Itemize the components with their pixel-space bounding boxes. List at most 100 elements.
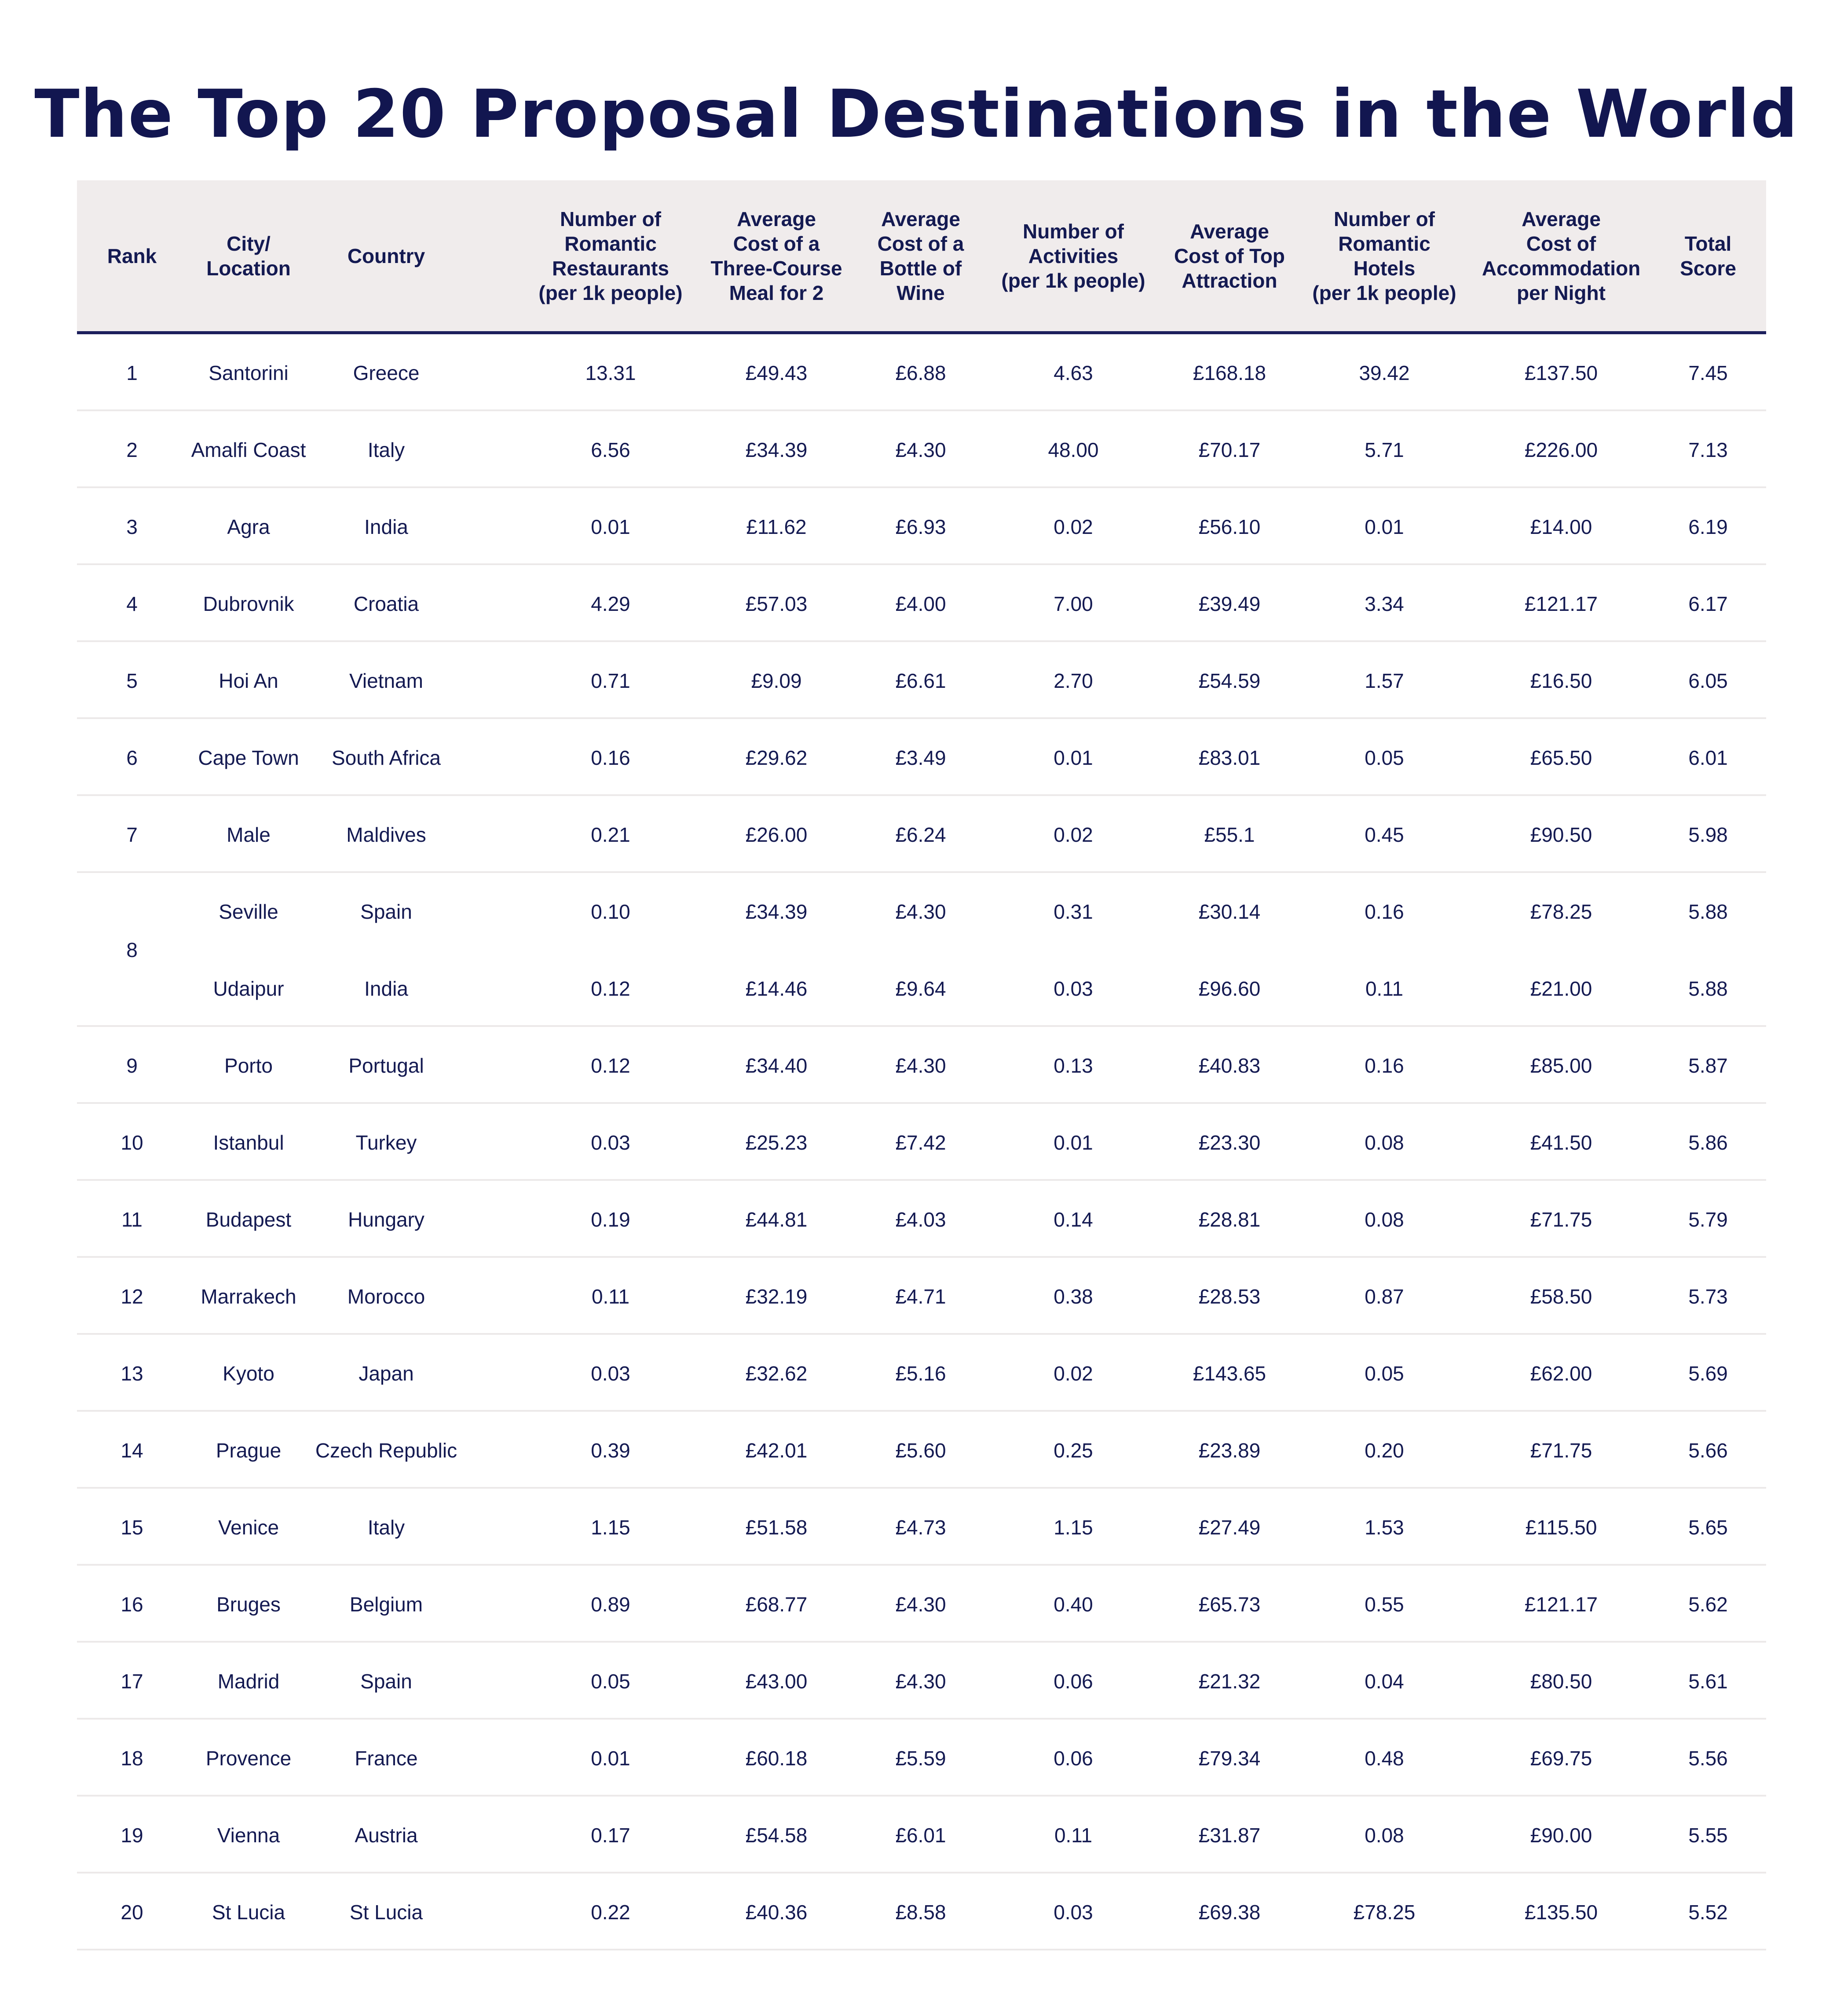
- cell-activities: 0.01: [1054, 1131, 1093, 1154]
- cell-wine-cost: £7.42: [895, 1131, 946, 1154]
- cell-city: Cape Town: [198, 746, 299, 769]
- cell-activities: 48.00: [1048, 438, 1099, 461]
- cell-romantic-hotels: 0.11: [1365, 977, 1404, 1000]
- header-col-rank: Rank: [107, 244, 157, 267]
- cell-total-score: 5.86: [1688, 1131, 1728, 1154]
- cell-wine-cost: £4.30: [895, 438, 946, 461]
- cell-meal-cost: £42.01: [745, 1439, 808, 1462]
- cell-total-score: 5.65: [1688, 1516, 1728, 1539]
- header-col-accommodation-cost: Average Cost of Accommodation per Night: [1482, 207, 1641, 304]
- cell-romantic-restaurants: 6.56: [591, 438, 630, 461]
- cell-attraction-cost: £27.49: [1198, 1516, 1261, 1539]
- cell-accommodation-cost: £62.00: [1530, 1362, 1592, 1385]
- cell-romantic-restaurants: 13.31: [585, 361, 636, 384]
- table-row: 12 Marrakech Morocco 0.11 £32.19 £4.71 0.38 £28…: [77, 1258, 1766, 1335]
- cell-accommodation-cost: £65.50: [1530, 746, 1592, 769]
- cell-rank: 15: [121, 1516, 143, 1539]
- cell-romantic-hotels: 39.42: [1359, 361, 1410, 384]
- cell-romantic-hotels: 0.16: [1365, 900, 1404, 923]
- cell-rank: 14: [121, 1439, 143, 1462]
- table-row: 6 Cape Town South Africa 0.16 £29.62 £3.49 0.0…: [77, 719, 1766, 796]
- cell-wine-cost: £8.58: [895, 1900, 946, 1924]
- cell-city: Venice: [218, 1516, 279, 1539]
- cell-romantic-restaurants: 0.05: [591, 1669, 630, 1693]
- cell-city: Marrakech: [201, 1285, 296, 1308]
- cell-meal-cost: £49.43: [745, 361, 808, 384]
- cell-wine-cost: £6.01: [895, 1823, 946, 1847]
- cell-romantic-restaurants: 0.03: [591, 1362, 630, 1385]
- cell-city: Hoi An: [219, 669, 278, 692]
- cell-wine-cost: £5.16: [895, 1362, 946, 1385]
- cell-total-score: 5.79: [1688, 1208, 1728, 1231]
- cell-activities: 0.14: [1054, 1208, 1093, 1231]
- cell-rank: 4: [126, 592, 138, 615]
- table-row: 9 Porto Portugal 0.12 £34.40 £4.30 0.13 £40.83 0…: [77, 1027, 1766, 1104]
- cell-accommodation-cost: £85.00: [1530, 1054, 1592, 1077]
- cell-rank: 16: [121, 1592, 143, 1616]
- cell-total-score: 5.73: [1688, 1285, 1728, 1308]
- cell-activities: 1.15: [1054, 1516, 1093, 1539]
- cell-accommodation-cost: £78.25: [1530, 900, 1592, 923]
- cell-meal-cost: £68.77: [745, 1592, 808, 1616]
- cell-total-score: 5.88: [1688, 900, 1728, 923]
- cell-activities: 0.03: [1054, 1900, 1093, 1924]
- cell-country: Maldives: [346, 823, 426, 846]
- cell-country: Hungary: [348, 1208, 424, 1231]
- table-header: Rank City/ Location Country Number of Roman…: [77, 180, 1766, 334]
- cell-romantic-hotels: 3.34: [1365, 592, 1404, 615]
- cell-total-score: 5.66: [1688, 1439, 1728, 1462]
- cell-romantic-restaurants: 0.11: [591, 1285, 630, 1308]
- cell-total-score: 5.56: [1688, 1746, 1728, 1770]
- cell-accommodation-cost: £115.50: [1525, 1516, 1597, 1539]
- cell-total-score: 5.88: [1688, 977, 1728, 1000]
- cell-rank: 17: [121, 1669, 143, 1693]
- cell-meal-cost: £25.23: [745, 1131, 808, 1154]
- cell-romantic-hotels: 0.87: [1365, 1285, 1404, 1308]
- cell-meal-cost: £44.81: [745, 1208, 808, 1231]
- cell-romantic-restaurants: 0.12: [591, 977, 630, 1000]
- cell-attraction-cost: £21.32: [1198, 1669, 1261, 1693]
- cell-city: Budapest: [205, 1208, 292, 1231]
- cell-attraction-cost: £28.53: [1198, 1285, 1261, 1308]
- cell-romantic-restaurants: 0.17: [591, 1823, 630, 1847]
- table-row: 18 Provence France 0.01 £60.18 £5.59 0.06 £79.3…: [77, 1720, 1766, 1797]
- cell-romantic-hotels: 0.05: [1365, 746, 1404, 769]
- cell-activities: 0.06: [1054, 1746, 1093, 1770]
- cell-country: Austria: [355, 1823, 418, 1847]
- cell-accommodation-cost: £41.50: [1530, 1131, 1592, 1154]
- cell-wine-cost: £5.59: [895, 1746, 946, 1770]
- cell-romantic-hotels: £78.25: [1353, 1900, 1416, 1924]
- cell-romantic-hotels: 0.16: [1365, 1054, 1404, 1077]
- cell-attraction-cost: £83.01: [1198, 746, 1261, 769]
- cell-attraction-cost: £54.59: [1198, 669, 1261, 692]
- header-col-attraction-cost: Average Cost of Top Attraction: [1174, 219, 1285, 292]
- cell-total-score: 6.05: [1688, 669, 1728, 692]
- cell-romantic-hotels: 0.08: [1365, 1131, 1404, 1154]
- cell-rank: 13: [121, 1362, 143, 1385]
- cell-city: Santorini: [209, 361, 289, 384]
- cell-activities: 0.02: [1054, 823, 1093, 846]
- cell-rank: 8: [126, 939, 138, 961]
- cell-rank: 7: [126, 823, 138, 846]
- cell-meal-cost: £34.39: [745, 900, 808, 923]
- cell-city: Prague: [216, 1439, 282, 1462]
- cell-attraction-cost: £96.60: [1198, 977, 1261, 1000]
- cell-activities: 2.70: [1054, 669, 1093, 692]
- cell-city: Kyoto: [223, 1362, 274, 1385]
- cell-city: Madrid: [217, 1669, 280, 1693]
- cell-accommodation-cost: £121.17: [1524, 1592, 1598, 1616]
- cell-attraction-cost: £39.49: [1198, 592, 1261, 615]
- cell-romantic-restaurants: 0.21: [591, 823, 630, 846]
- cell-romantic-restaurants: 0.10: [591, 900, 630, 923]
- cell-activities: 0.40: [1054, 1592, 1093, 1616]
- cell-rank: 12: [121, 1285, 143, 1308]
- cell-activities: 0.31: [1054, 900, 1093, 923]
- cell-romantic-restaurants: 0.39: [591, 1439, 630, 1462]
- table-row: 1 Santorini Greece 13.31 £49.43 £6.88 4.63 £168…: [77, 334, 1766, 411]
- cell-meal-cost: £32.62: [745, 1362, 808, 1385]
- cell-accommodation-cost: £90.00: [1530, 1823, 1592, 1847]
- cell-romantic-hotels: 0.04: [1365, 1669, 1404, 1693]
- cell-romantic-hotels: 0.45: [1365, 823, 1404, 846]
- table-row: 14 Prague Czech Republic 0.39 £42.01 £5.60 0.2…: [77, 1412, 1766, 1489]
- cell-attraction-cost: £23.89: [1198, 1439, 1261, 1462]
